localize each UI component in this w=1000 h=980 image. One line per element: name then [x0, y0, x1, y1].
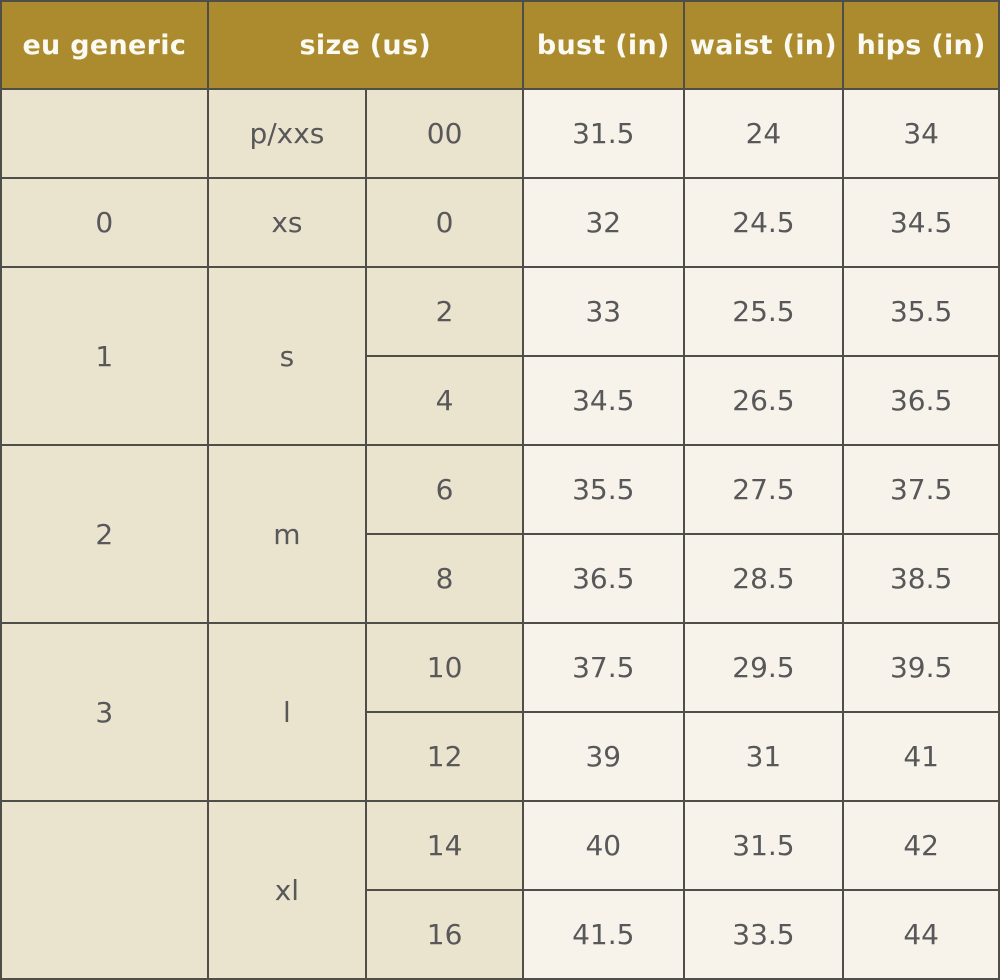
- cell-hips: 35.5: [842, 266, 1000, 357]
- cell-hips: 39.5: [842, 622, 1000, 713]
- table-row: 0 xs 0 32 24.5 34.5: [0, 177, 1000, 268]
- cell-us: 2: [365, 266, 524, 357]
- table-row: 16 41.5 33.5 44: [1, 889, 1000, 980]
- cell-eu: 3: [0, 622, 209, 802]
- cell-hips: 42: [842, 800, 1000, 891]
- cell-size: m: [206, 444, 368, 624]
- cell-waist: 33.5: [682, 889, 845, 980]
- header-cell-bust: bust (in): [521, 0, 685, 90]
- cell-us: 8: [365, 533, 524, 624]
- cell-hips: 34: [842, 88, 1000, 179]
- cell-us: 16: [365, 889, 524, 980]
- table-row: 2 m 6 35.5 27.5 37.5: [0, 444, 1000, 624]
- table-row: xl 14 40 31.5 42: [0, 800, 1000, 980]
- cell-bust: 33: [521, 266, 685, 357]
- cell-bust: 36.5: [521, 533, 685, 624]
- cell-bust: 40: [521, 800, 685, 891]
- table-row: 1 s 2 33 25.5 35.5: [0, 266, 1000, 446]
- cell-waist: 29.5: [682, 622, 845, 713]
- cell-size: l: [206, 622, 368, 802]
- cell-bust: 39: [521, 711, 685, 802]
- header-cell-eu-generic: eu generic: [0, 0, 209, 90]
- cell-waist: 24.5: [682, 177, 845, 268]
- table-row: 12 39 31 41: [1, 711, 1000, 802]
- cell-bust: 37.5: [521, 622, 685, 713]
- cell-bust: 35.5: [521, 444, 685, 535]
- cell-us: 14: [365, 800, 524, 891]
- cell-waist: 31.5: [682, 800, 845, 891]
- cell-waist: 27.5: [682, 444, 845, 535]
- cell-eu: [0, 88, 209, 179]
- cell-size: s: [206, 266, 368, 446]
- cell-us: 12: [365, 711, 524, 802]
- cell-us: 6: [365, 444, 524, 535]
- cell-hips: 41: [842, 711, 1000, 802]
- table-row: 4 34.5 26.5 36.5: [1, 355, 1000, 446]
- header-cell-size-us: size (us): [206, 0, 524, 90]
- cell-hips: 38.5: [842, 533, 1000, 624]
- cell-us: 0: [365, 177, 524, 268]
- cell-size: p/xxs: [206, 88, 368, 179]
- cell-us: 10: [365, 622, 524, 713]
- cell-bust: 41.5: [521, 889, 685, 980]
- cell-eu: 0: [0, 177, 209, 268]
- cell-us: 00: [365, 88, 524, 179]
- cell-size: xs: [206, 177, 368, 268]
- header-cell-waist: waist (in): [682, 0, 845, 90]
- cell-size: xl: [206, 800, 368, 980]
- cell-waist: 28.5: [682, 533, 845, 624]
- cell-bust: 31.5: [521, 88, 685, 179]
- cell-eu: 1: [0, 266, 209, 446]
- table-row: 3 l 10 37.5 29.5 39.5: [0, 622, 1000, 802]
- table-row: 8 36.5 28.5 38.5: [1, 533, 1000, 624]
- cell-waist: 25.5: [682, 266, 845, 357]
- cell-bust: 34.5: [521, 355, 685, 446]
- cell-waist: 31: [682, 711, 845, 802]
- cell-hips: 37.5: [842, 444, 1000, 535]
- header-row: eu generic size (us) bust (in) waist (in…: [0, 0, 1000, 90]
- cell-hips: 36.5: [842, 355, 1000, 446]
- cell-us: 4: [365, 355, 524, 446]
- cell-hips: 44: [842, 889, 1000, 980]
- cell-eu: 2: [0, 444, 209, 624]
- cell-eu: [0, 800, 209, 980]
- header-cell-hips: hips (in): [842, 0, 1000, 90]
- cell-hips: 34.5: [842, 177, 1000, 268]
- cell-bust: 32: [521, 177, 685, 268]
- table-row: p/xxs 00 31.5 24 34: [0, 88, 1000, 179]
- cell-waist: 26.5: [682, 355, 845, 446]
- cell-waist: 24: [682, 88, 845, 179]
